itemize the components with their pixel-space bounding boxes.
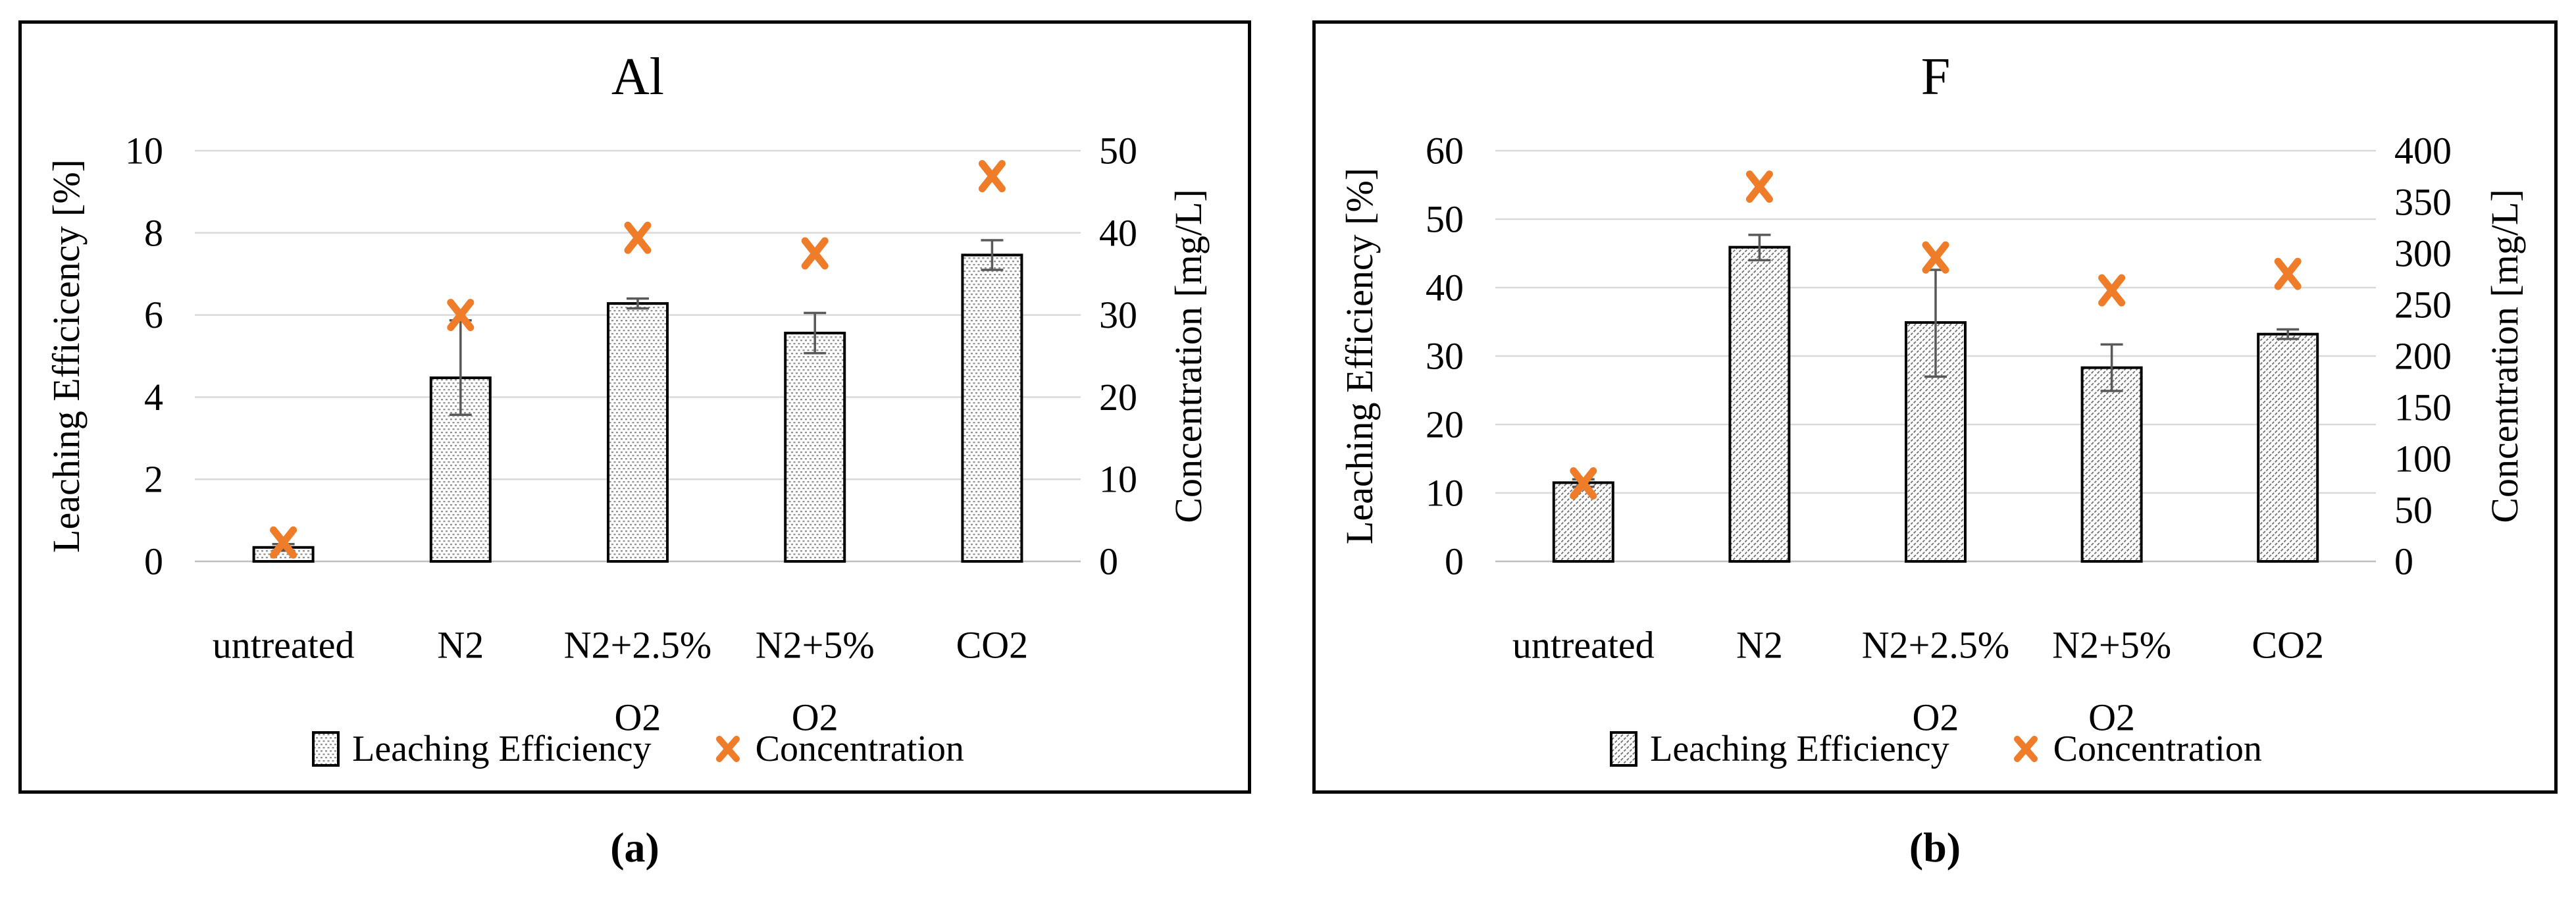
error-bar: [804, 311, 827, 355]
y-right-tick-label: 0: [1099, 540, 1118, 583]
chart-b-right-axis-label: Concentration [mg/L]: [2483, 189, 2526, 523]
x-category-label: CO2: [956, 624, 1029, 667]
concentration-marker: [1922, 241, 1949, 274]
legend-label: Leaching Efficiency: [1650, 729, 1949, 769]
y-left-tick-label: 8: [144, 211, 163, 254]
y-left-tick-label: 20: [1426, 403, 1464, 446]
hatched-bar-swatch-icon: [312, 731, 340, 767]
x-category-label: O2: [2088, 696, 2135, 739]
legend-item-concentration: Concentration: [2010, 728, 2262, 770]
x-category-label: N2+2.5%: [564, 624, 711, 667]
x-category-label: N2+5%: [756, 624, 875, 667]
x-category-label: N2+5%: [2052, 624, 2171, 667]
legend-item-leaching-efficiency: Leaching Efficiency: [1609, 728, 1949, 770]
bar: [784, 332, 846, 563]
x-category-label: untreated: [1512, 624, 1655, 667]
bar: [607, 302, 669, 563]
bar: [1552, 481, 1614, 563]
bar: [2257, 332, 2319, 563]
legend-item-leaching-efficiency: Leaching Efficiency: [311, 728, 652, 770]
y-left-tick-label: 50: [1426, 198, 1464, 241]
legend-label: Leaching Efficiency: [352, 729, 652, 769]
y-right-tick-label: 40: [1099, 211, 1137, 254]
chart-b-plot: 0 10 20 30 40 50 60 0 50 100 150 200 250 300 350 400 unt…: [1426, 130, 2452, 739]
y-right-tick-label: 10: [1099, 458, 1137, 501]
y-left-tick-label: 10: [125, 130, 163, 172]
y-right-tick-label: 50: [1099, 130, 1137, 172]
chart-a-plot: 0 2 4 6 8 10 0 10 20 30 40 50 untreated N2 N2+2.5% O2 N2…: [125, 130, 1137, 739]
concentration-marker: [801, 237, 829, 270]
y-left-tick-label: 30: [1426, 335, 1464, 378]
x-marker-icon: [2013, 736, 2038, 762]
legend-label: Concentration: [755, 729, 964, 769]
concentration-marker: [270, 526, 297, 559]
y-right-tick-label: 250: [2394, 284, 2452, 326]
y-right-tick-label: 20: [1099, 376, 1137, 419]
error-bar: [2277, 328, 2300, 340]
y-right-tick-label: 300: [2394, 232, 2452, 275]
y-right-tick-label: 400: [2394, 130, 2452, 172]
chart-a-title: Al: [611, 47, 664, 106]
x-category-label: O2: [615, 696, 661, 739]
y-left-tick-label: 0: [144, 540, 163, 583]
panel-b: 0 10 20 30 40 50 60 0 50 100 150 200 250 300 350 400 unt…: [1312, 20, 2558, 794]
chart-b-left-axis-label: Leaching Efficiency [%]: [1337, 167, 1381, 545]
x-category-label: N2+2.5%: [1862, 624, 2009, 667]
y-left-tick-label: 4: [144, 376, 163, 419]
y-right-tick-label: 200: [2394, 335, 2452, 378]
y-left-tick-label: 40: [1426, 267, 1464, 309]
concentration-marker: [978, 160, 1006, 193]
concentration-marker: [2098, 274, 2126, 307]
concentration-marker: [1570, 467, 1597, 500]
chart-b-legend: Leaching Efficiency Concentration: [1495, 723, 2376, 775]
y-right-tick-label: 150: [2394, 386, 2452, 429]
caption-a: (a): [610, 824, 659, 871]
error-bar: [981, 239, 1004, 271]
error-bar: [627, 297, 649, 310]
y-left-tick-label: 6: [144, 294, 163, 336]
legend-item-concentration: Concentration: [712, 728, 964, 770]
chart-a-left-axis-label: Leaching Efficicency [%]: [44, 159, 88, 553]
concentration-marker: [2274, 257, 2302, 290]
y-left-tick-label: 10: [1426, 472, 1464, 515]
x-category-label: CO2: [2252, 624, 2324, 667]
y-right-tick-label: 100: [2394, 438, 2452, 480]
y-right-tick-label: 350: [2394, 181, 2452, 224]
hatched-bar-swatch-icon: [1610, 731, 1638, 767]
bar: [961, 253, 1023, 563]
x-category-label: N2: [1736, 624, 1783, 667]
caption-b: (b): [1909, 824, 1961, 871]
panel-a: 0 2 4 6 8 10 0 10 20 30 40 50 untreated N2 N2+2.5% O2 N2…: [18, 20, 1251, 794]
concentration-marker: [624, 221, 652, 254]
concentration-marker: [1745, 170, 1773, 203]
bar: [2080, 366, 2143, 563]
x-category-label: N2: [437, 624, 484, 667]
y-left-tick-label: 2: [144, 458, 163, 501]
y-left-tick-label: 60: [1426, 130, 1464, 172]
legend-label: Concentration: [2053, 729, 2262, 769]
error-bar: [1748, 234, 1771, 262]
x-category-label: O2: [792, 696, 838, 739]
x-category-label: untreated: [213, 624, 355, 667]
chart-a-legend: Leaching Efficiency Concentration: [195, 723, 1081, 775]
bar: [429, 376, 492, 563]
y-right-tick-label: 50: [2394, 489, 2433, 532]
bar: [1728, 245, 1791, 563]
chart-a-right-axis-label: Concentration [mg/L]: [1166, 189, 1210, 523]
y-right-tick-label: 0: [2394, 540, 2413, 583]
x-category-label: O2: [1913, 696, 1959, 739]
concentration-marker: [447, 299, 475, 332]
chart-b-title: F: [1920, 47, 1951, 106]
y-left-tick-label: 0: [1445, 540, 1464, 583]
x-marker-icon: [715, 736, 740, 762]
error-bar: [2100, 343, 2123, 392]
y-right-tick-label: 30: [1099, 294, 1137, 336]
